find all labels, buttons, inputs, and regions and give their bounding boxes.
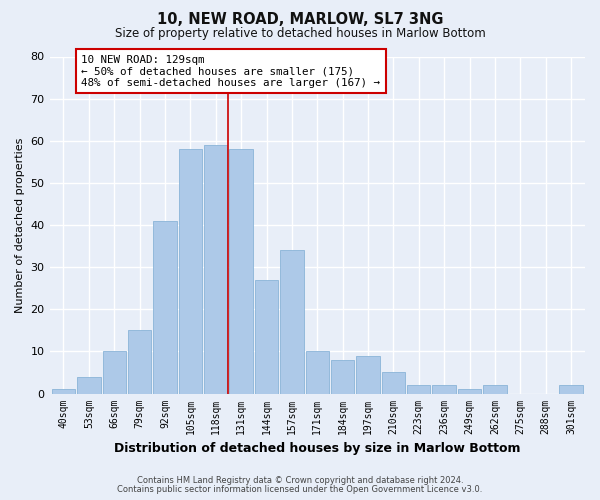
Text: Contains HM Land Registry data © Crown copyright and database right 2024.: Contains HM Land Registry data © Crown c… (137, 476, 463, 485)
X-axis label: Distribution of detached houses by size in Marlow Bottom: Distribution of detached houses by size … (114, 442, 521, 455)
Text: 10, NEW ROAD, MARLOW, SL7 3NG: 10, NEW ROAD, MARLOW, SL7 3NG (157, 12, 443, 28)
Bar (128, 330, 151, 394)
Bar (179, 149, 202, 394)
Bar (305, 352, 329, 394)
Bar (433, 385, 456, 394)
Bar (382, 372, 405, 394)
Bar (229, 149, 253, 394)
Bar (204, 145, 227, 394)
Bar (255, 280, 278, 394)
Bar (77, 376, 101, 394)
Bar (52, 390, 75, 394)
Bar (331, 360, 355, 394)
Bar (407, 385, 430, 394)
Bar (483, 385, 506, 394)
Bar (559, 385, 583, 394)
Text: 10 NEW ROAD: 129sqm
← 50% of detached houses are smaller (175)
48% of semi-detac: 10 NEW ROAD: 129sqm ← 50% of detached ho… (81, 54, 380, 88)
Y-axis label: Number of detached properties: Number of detached properties (15, 138, 25, 312)
Bar (458, 390, 481, 394)
Bar (103, 352, 126, 394)
Bar (154, 221, 176, 394)
Bar (280, 250, 304, 394)
Bar (356, 356, 380, 394)
Text: Contains public sector information licensed under the Open Government Licence v3: Contains public sector information licen… (118, 485, 482, 494)
Text: Size of property relative to detached houses in Marlow Bottom: Size of property relative to detached ho… (115, 28, 485, 40)
